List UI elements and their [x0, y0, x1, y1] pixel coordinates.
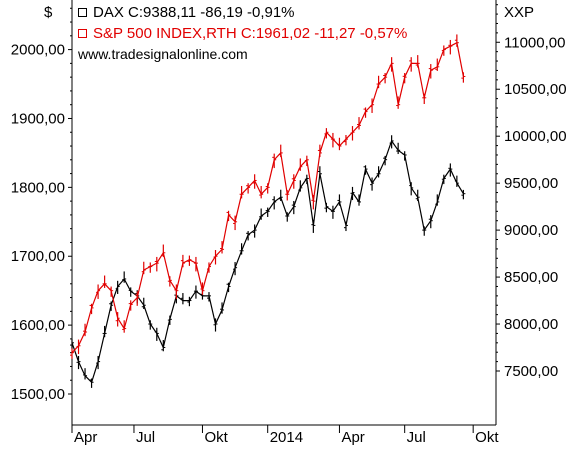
chart-series	[70, 34, 466, 388]
right-tick-label: 11000,00	[504, 34, 565, 51]
series-s-p-500-index-rth	[70, 34, 466, 359]
right-tick-label: 8500,00	[504, 269, 558, 286]
series-close-line	[71, 139, 464, 384]
dax-square-icon	[78, 8, 87, 17]
left-tick-label: 1600,00	[11, 317, 65, 334]
right-tick-label: 8000,00	[504, 316, 558, 333]
x-tick-label: Okt	[204, 429, 228, 446]
chart-legend: DAX C:9388,11 -86,19 -0,91% S&P 500 INDE…	[78, 2, 407, 65]
legend-item-sp500[interactable]: S&P 500 INDEX,RTH C:1961,02 -11,27 -0,57…	[78, 23, 407, 44]
x-tick-label: Jul	[136, 429, 155, 446]
legend-item-dax[interactable]: DAX C:9388,11 -86,19 -0,91%	[78, 2, 407, 23]
x-tick-label: Okt	[475, 429, 499, 446]
left-tick-label: 1500,00	[11, 386, 65, 403]
x-tick-label: Apr	[341, 429, 364, 446]
right-tick-label: 7500,00	[504, 363, 558, 380]
right-axis-currency: XXP	[504, 4, 535, 21]
left-axis-currency: $	[44, 4, 53, 21]
left-tick-label: 1800,00	[11, 179, 65, 196]
left-tick-label: 1900,00	[11, 110, 65, 127]
x-tick-label: Jul	[407, 429, 426, 446]
right-tick-label: 10000,00	[504, 128, 567, 145]
chart-axes: 1500,00 1600,00 1700,00 1800,00 1900,00 2000,…	[11, 0, 567, 446]
source-text: www.tradesignalonline.com	[78, 46, 248, 62]
right-tick-label: 9500,00	[504, 175, 558, 192]
legend-label-dax: DAX C:9388,11 -86,19 -0,91%	[93, 4, 295, 21]
left-tick-label: 2000,00	[11, 42, 65, 59]
series-dax	[70, 135, 466, 388]
legend-label-sp500: S&P 500 INDEX,RTH C:1961,02 -11,27 -0,57…	[93, 25, 408, 42]
left-tick-label: 1700,00	[11, 248, 65, 265]
x-tick-label: 2014	[270, 429, 303, 446]
right-tick-label: 9000,00	[504, 222, 558, 239]
right-tick-label: 10500,00	[504, 81, 567, 98]
x-tick-label: Apr	[74, 429, 97, 446]
sp500-square-icon	[78, 29, 87, 38]
